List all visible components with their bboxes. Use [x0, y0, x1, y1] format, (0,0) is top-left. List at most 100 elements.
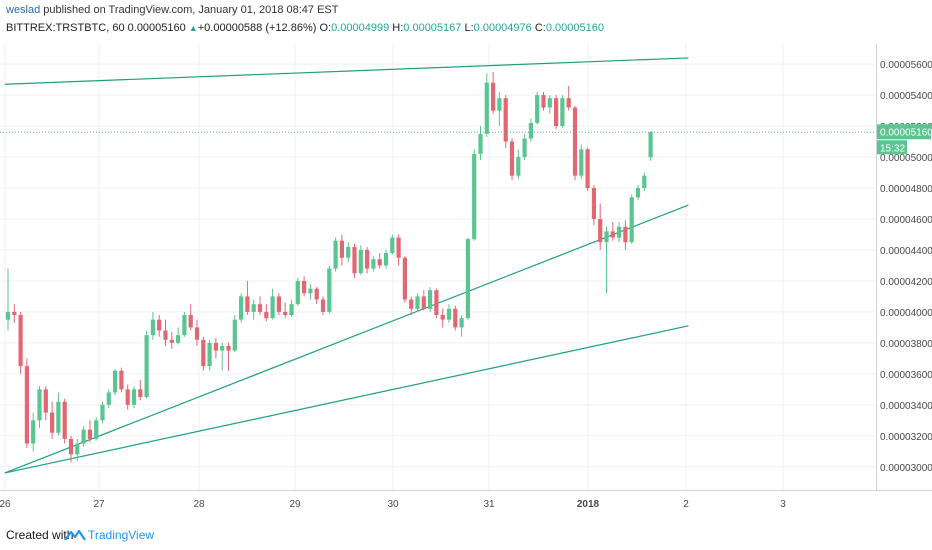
candle[interactable]: [642, 172, 647, 192]
candle[interactable]: [604, 226, 609, 294]
candle[interactable]: [239, 293, 244, 323]
candle[interactable]: [232, 315, 237, 353]
candle[interactable]: [201, 336, 206, 371]
candle[interactable]: [220, 342, 225, 371]
candle[interactable]: [295, 277, 300, 306]
candle[interactable]: [446, 304, 452, 323]
tradingview-brand-link[interactable]: TradingView: [88, 528, 155, 542]
candle[interactable]: [459, 315, 464, 337]
candle[interactable]: [554, 95, 559, 130]
price-axis[interactable]: 0.00003000 0.00003200 0.00003400 0.00003600…: [876, 44, 932, 520]
candle[interactable]: [113, 369, 118, 396]
candle[interactable]: [327, 265, 332, 314]
candle[interactable]: [289, 299, 294, 317]
candle[interactable]: [37, 386, 42, 429]
candle[interactable]: [226, 342, 231, 371]
time-axis[interactable]: 26 27 28 29 30 31 2018 2 3: [0, 490, 932, 511]
candle[interactable]: [125, 384, 130, 410]
candle[interactable]: [516, 149, 521, 179]
candle[interactable]: [465, 237, 470, 320]
candle[interactable]: [144, 330, 149, 399]
candle[interactable]: [157, 315, 162, 337]
candle[interactable]: [415, 293, 420, 312]
candle[interactable]: [163, 319, 168, 346]
candle[interactable]: [390, 234, 395, 255]
trendline[interactable]: [4, 57, 689, 85]
candle[interactable]: [478, 126, 483, 161]
candle[interactable]: [308, 284, 313, 300]
candle[interactable]: [346, 242, 351, 263]
candle[interactable]: [194, 319, 200, 346]
candle[interactable]: [213, 338, 218, 359]
candle[interactable]: [509, 138, 515, 181]
candle[interactable]: [365, 246, 370, 274]
candle[interactable]: [50, 401, 55, 439]
candle[interactable]: [453, 305, 458, 331]
candle[interactable]: [68, 435, 74, 463]
candle[interactable]: [428, 287, 433, 312]
candle[interactable]: [5, 268, 11, 331]
candle[interactable]: [371, 256, 376, 272]
candle[interactable]: [635, 184, 641, 201]
candle[interactable]: [100, 401, 105, 424]
candle[interactable]: [377, 253, 382, 269]
candle[interactable]: [484, 73, 489, 137]
candle[interactable]: [150, 311, 155, 340]
candle[interactable]: [402, 256, 407, 303]
candle[interactable]: [629, 194, 634, 244]
candle[interactable]: [566, 85, 571, 111]
candle[interactable]: [320, 296, 326, 316]
candle[interactable]: [339, 234, 344, 266]
candle[interactable]: [188, 304, 193, 331]
candle[interactable]: [276, 293, 281, 316]
candle[interactable]: [264, 304, 269, 322]
candle[interactable]: [12, 304, 17, 323]
trendline[interactable]: [4, 204, 689, 474]
trendline[interactable]: [4, 325, 689, 474]
candle[interactable]: [598, 203, 603, 250]
candle[interactable]: [491, 71, 496, 114]
author-link[interactable]: weslad: [6, 4, 41, 16]
candle[interactable]: [572, 105, 578, 181]
candle[interactable]: [440, 308, 445, 328]
candle[interactable]: [383, 249, 389, 269]
candle[interactable]: [547, 95, 552, 114]
candle[interactable]: [182, 311, 187, 337]
candle[interactable]: [421, 290, 426, 311]
candle[interactable]: [409, 296, 414, 316]
candle[interactable]: [138, 380, 143, 401]
candle[interactable]: [497, 92, 502, 127]
candle[interactable]: [24, 358, 29, 449]
candle[interactable]: [522, 133, 527, 161]
candle[interactable]: [43, 386, 48, 421]
candle[interactable]: [94, 417, 99, 441]
candle[interactable]: [31, 412, 36, 452]
candle[interactable]: [358, 245, 363, 275]
candle[interactable]: [503, 95, 508, 148]
candle[interactable]: [541, 92, 546, 111]
candle[interactable]: [472, 149, 477, 241]
candle[interactable]: [131, 386, 137, 408]
candle[interactable]: [169, 332, 174, 350]
candle[interactable]: [579, 144, 584, 179]
candle[interactable]: [257, 296, 263, 316]
candle[interactable]: [314, 287, 319, 305]
candle[interactable]: [75, 438, 80, 461]
candle[interactable]: [62, 398, 67, 444]
candle[interactable]: [591, 184, 596, 226]
candle[interactable]: [560, 95, 565, 128]
price-chart[interactable]: 0.00003000 0.00003200 0.00003400 0.00003600…: [0, 44, 932, 520]
candle[interactable]: [623, 220, 628, 250]
candle[interactable]: [396, 234, 401, 266]
candle[interactable]: [610, 222, 615, 241]
candle[interactable]: [18, 311, 23, 374]
candle[interactable]: [87, 420, 92, 442]
candle[interactable]: [434, 288, 439, 319]
candle[interactable]: [270, 288, 275, 320]
candle[interactable]: [176, 327, 181, 345]
candle[interactable]: [585, 147, 590, 192]
candle[interactable]: [119, 367, 124, 393]
candle[interactable]: [648, 131, 653, 161]
candle[interactable]: [352, 243, 357, 278]
candle[interactable]: [283, 302, 288, 319]
